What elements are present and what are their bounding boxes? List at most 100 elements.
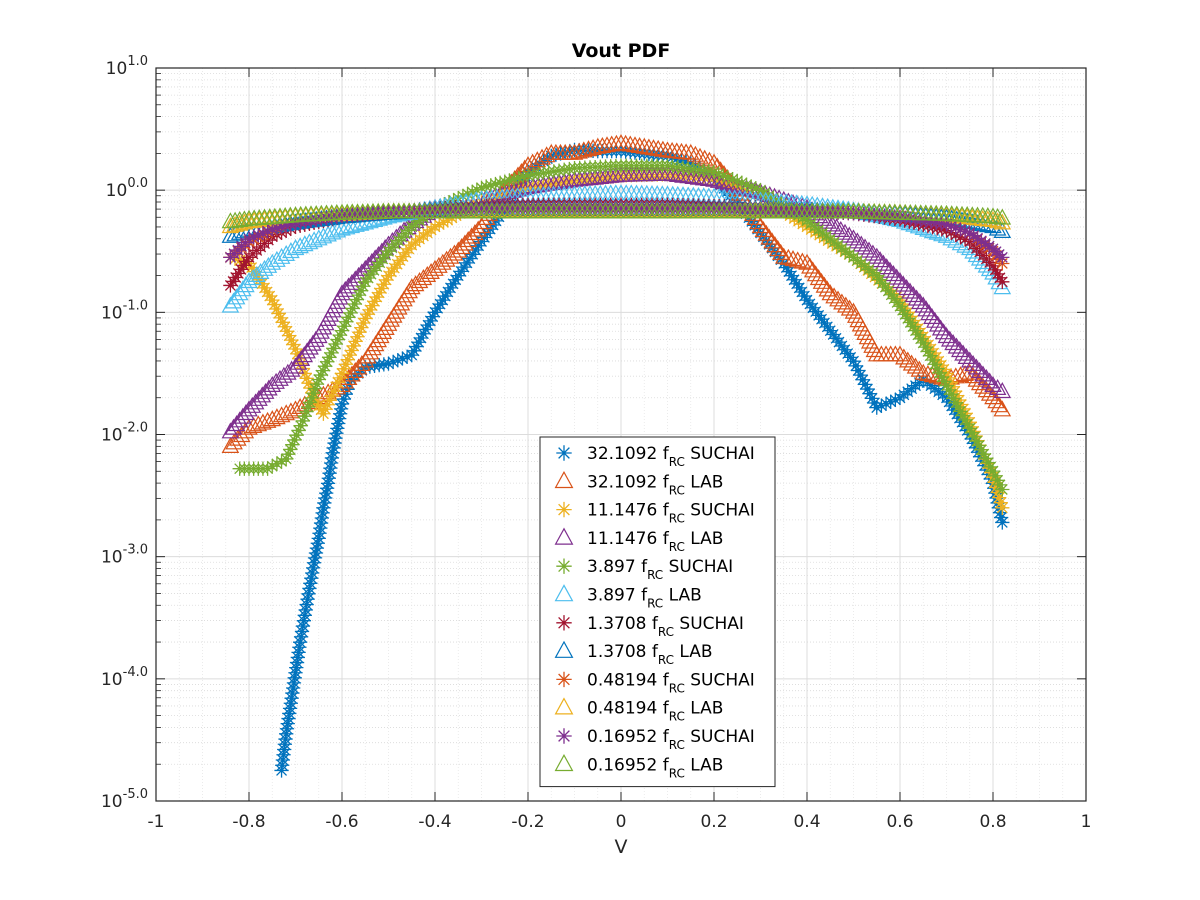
chart-title: Vout PDF <box>572 40 671 62</box>
data-point <box>445 276 461 291</box>
data-point <box>322 350 337 365</box>
data-point <box>786 272 802 287</box>
data-point <box>856 238 874 255</box>
data-point <box>293 418 308 433</box>
data-point <box>240 272 258 289</box>
x-tick-label: -0.6 <box>325 812 358 832</box>
data-point <box>821 284 840 301</box>
data-point <box>681 143 700 160</box>
data-point <box>269 456 285 471</box>
data-point <box>981 455 996 470</box>
data-point <box>860 241 878 258</box>
data-point <box>279 218 294 233</box>
data-point <box>923 307 941 324</box>
data-point <box>788 251 807 268</box>
y-tick-label: 10-4.0 <box>101 665 148 690</box>
data-point <box>969 434 984 449</box>
data-point <box>239 254 254 269</box>
data-point <box>910 327 926 342</box>
data-point <box>282 242 300 259</box>
data-point <box>588 137 607 154</box>
data-point <box>953 404 968 419</box>
data-point <box>962 421 977 436</box>
data-point <box>438 288 453 304</box>
data-point <box>459 255 475 271</box>
legend-entry-label: 3.897 fRC LAB <box>587 586 702 611</box>
data-point <box>955 408 970 423</box>
data-point <box>992 477 1008 493</box>
data-point <box>225 274 241 289</box>
data-point <box>948 220 963 235</box>
data-point <box>711 166 726 181</box>
data-point <box>941 394 957 410</box>
data-point <box>953 222 968 237</box>
data-point <box>981 239 997 254</box>
data-point <box>995 482 1010 497</box>
data-point <box>848 358 863 373</box>
data-point <box>818 280 837 297</box>
data-point <box>367 294 382 309</box>
data-point <box>562 143 577 159</box>
data-point <box>282 402 300 419</box>
data-point <box>462 251 478 266</box>
data-point <box>265 222 280 237</box>
data-point <box>465 247 480 262</box>
data-point <box>990 473 1005 488</box>
data-point <box>519 178 537 195</box>
data-point <box>995 515 1010 530</box>
data-point <box>290 650 305 665</box>
data-point <box>309 540 325 556</box>
data-point <box>598 136 616 153</box>
legend-entry-label: 11.1476 fRC LAB <box>587 529 723 554</box>
data-point <box>920 218 936 234</box>
data-point <box>809 269 828 286</box>
data-point <box>967 370 986 387</box>
data-point <box>895 348 913 365</box>
data-point <box>987 475 1002 490</box>
data-point <box>317 495 332 511</box>
data-point <box>771 243 790 260</box>
data-point <box>558 145 573 160</box>
data-point <box>340 352 355 367</box>
data-point <box>281 447 296 462</box>
data-point <box>406 275 425 292</box>
data-point <box>927 357 943 372</box>
data-point <box>907 289 926 306</box>
data-point <box>781 264 797 279</box>
data-point <box>295 361 311 376</box>
data-point <box>993 495 1008 510</box>
data-point <box>699 170 718 186</box>
data-point <box>278 731 293 747</box>
data-point <box>734 175 750 190</box>
data-point <box>757 224 776 241</box>
data-point <box>295 618 311 634</box>
data-point <box>855 372 870 387</box>
x-tick-label: -0.4 <box>418 812 451 832</box>
legend-entry-label: 1.3708 fRC LAB <box>587 642 713 667</box>
data-point <box>962 225 977 241</box>
data-point <box>480 226 495 241</box>
data-point <box>289 660 304 675</box>
data-point <box>725 172 740 187</box>
x-tick-label: 0 <box>616 812 627 832</box>
legend-marker <box>556 558 572 574</box>
data-point <box>279 324 295 339</box>
data-point <box>395 351 410 366</box>
data-point <box>923 366 942 383</box>
data-point <box>286 675 302 691</box>
data-point <box>286 337 301 352</box>
data-point <box>418 322 433 337</box>
data-point <box>411 335 426 350</box>
data-point <box>964 367 982 384</box>
data-point <box>533 148 551 165</box>
data-point <box>840 226 859 243</box>
legend-marker <box>556 501 572 518</box>
x-tick-label: 0.2 <box>700 812 727 832</box>
data-point <box>277 742 292 757</box>
data-point <box>381 356 396 371</box>
data-point <box>251 262 270 279</box>
data-point <box>891 272 909 289</box>
data-point <box>454 264 469 279</box>
data-point <box>286 680 301 696</box>
data-point <box>663 165 682 182</box>
